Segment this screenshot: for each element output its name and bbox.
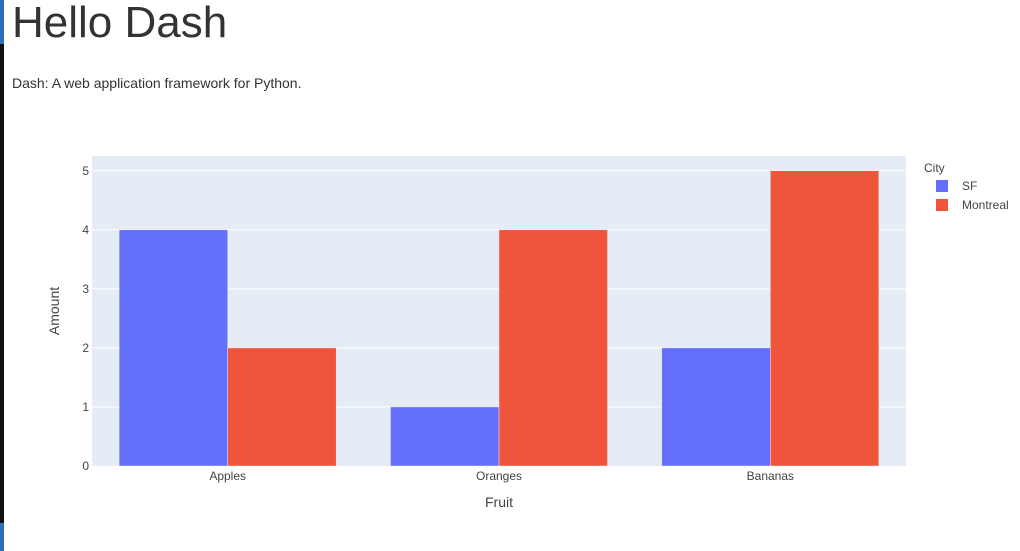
y-tick-labels: 0 1 2 3 4 5 — [82, 164, 89, 473]
x-axis-title: Fruit — [485, 494, 513, 510]
bar-sf-apples[interactable] — [118, 229, 228, 467]
x-tick-label: Bananas — [747, 469, 794, 483]
bar-sf-oranges[interactable] — [390, 406, 500, 467]
x-tick-label: Oranges — [476, 469, 522, 483]
bars[interactable] — [118, 170, 880, 467]
y-tick-label: 1 — [82, 400, 89, 414]
page-description: Dash: A web application framework for Py… — [12, 75, 302, 91]
bar-montreal-apples[interactable] — [227, 347, 337, 467]
window-edge-accent-top — [0, 0, 4, 44]
legend-label-montreal[interactable]: Montreal — [962, 198, 1009, 212]
window-edge-accent-bottom — [0, 523, 4, 551]
bar-sf-bananas[interactable] — [661, 347, 771, 467]
x-tick-labels: Apples Oranges Bananas — [209, 469, 794, 483]
y-tick-label: 2 — [82, 341, 89, 355]
page-title: Hello Dash — [12, 0, 228, 47]
y-tick-label: 5 — [82, 164, 89, 178]
legend-swatch-montreal[interactable] — [936, 199, 948, 211]
y-axis-title: Amount — [46, 287, 62, 335]
y-tick-label: 3 — [82, 282, 89, 296]
x-tick-label: Apples — [209, 469, 246, 483]
dash-app: Hello Dash Dash: A web application frame… — [4, 0, 1020, 551]
left-window-edge — [0, 0, 4, 551]
legend-swatch-sf[interactable] — [936, 180, 948, 192]
y-tick-label: 4 — [82, 223, 89, 237]
y-tick-label: 0 — [82, 459, 89, 473]
legend-label-sf[interactable]: SF — [962, 179, 977, 193]
legend-title: City — [924, 161, 945, 175]
bar-montreal-bananas[interactable] — [770, 170, 880, 467]
bar-montreal-oranges[interactable] — [498, 229, 608, 467]
legend[interactable]: City SF Montreal — [924, 161, 1009, 212]
